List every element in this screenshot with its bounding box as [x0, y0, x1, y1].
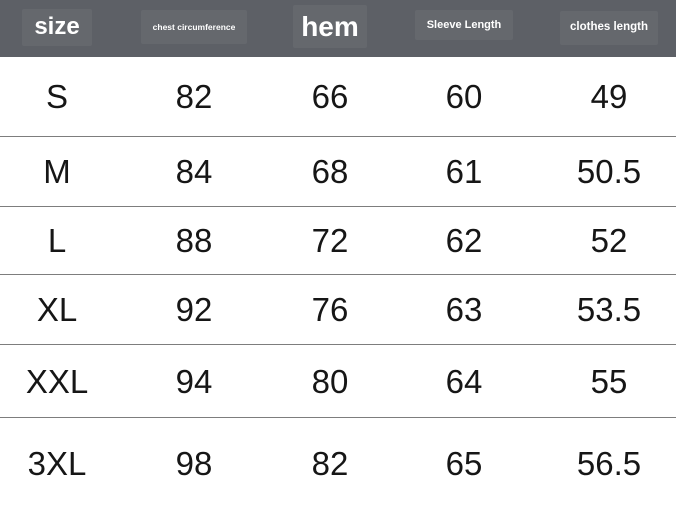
size-label-cell: L: [47, 222, 67, 259]
sleeve-value-cell: 63: [445, 291, 483, 328]
hem-value-cell: 76: [311, 291, 349, 328]
size-label-cell: 3XL: [27, 444, 87, 482]
size-label-cell: S: [45, 78, 68, 115]
header-label-size: size: [22, 8, 92, 46]
header-label-hem: hem: [293, 5, 367, 48]
size-label-cell: M: [43, 153, 71, 190]
chest-value-cell: 82: [175, 78, 213, 115]
hem-value-cell: 82: [311, 444, 349, 482]
header-label-chest-circumference: chest circumference: [140, 10, 248, 44]
header-cell-sleeve-length: Sleeve Length: [386, 10, 542, 47]
hem-value-cell: 66: [311, 78, 349, 115]
header-cell-clothes-length: clothes length: [542, 10, 676, 47]
clothes-length-value-cell: 55: [590, 362, 628, 400]
header-cell-size: size: [0, 8, 114, 49]
sleeve-value-cell: 65: [445, 444, 483, 482]
clothes-length-value-cell: 53.5: [576, 291, 642, 328]
chest-value-cell: 94: [175, 362, 213, 400]
size-chart-header-row: size chest circumference hem Sleeve Leng…: [0, 0, 676, 57]
sleeve-value-cell: 61: [445, 153, 483, 190]
sleeve-value-cell: 64: [445, 362, 483, 400]
chest-value-cell: 84: [175, 153, 213, 190]
table-row-l: L 88 72 62 52: [0, 207, 676, 275]
hem-value-cell: 72: [311, 222, 349, 259]
chest-value-cell: 98: [175, 444, 213, 482]
header-cell-hem: hem: [274, 5, 386, 52]
header-cell-chest-circumference: chest circumference: [114, 10, 274, 47]
sleeve-value-cell: 60: [445, 78, 483, 115]
clothes-length-value-cell: 50.5: [576, 153, 642, 190]
chest-value-cell: 92: [175, 291, 213, 328]
hem-value-cell: 80: [311, 362, 349, 400]
clothes-length-value-cell: 49: [590, 78, 628, 115]
size-label-cell: XL: [36, 291, 78, 328]
hem-value-cell: 68: [311, 153, 349, 190]
header-label-sleeve-length: Sleeve Length: [414, 10, 514, 40]
table-row-m: M 84 68 61 50.5: [0, 137, 676, 207]
clothes-length-value-cell: 56.5: [576, 444, 642, 482]
table-row-xxl: XXL 94 80 64 55: [0, 345, 676, 418]
sleeve-value-cell: 62: [445, 222, 483, 259]
header-label-clothes-length: clothes length: [560, 10, 658, 45]
clothes-length-value-cell: 52: [590, 222, 628, 259]
table-row-xl: XL 92 76 63 53.5: [0, 275, 676, 345]
size-label-cell: XXL: [25, 362, 89, 400]
table-row-3xl: 3XL 98 82 65 56.5: [0, 418, 676, 508]
table-row-s: S 82 66 60 49: [0, 57, 676, 137]
chest-value-cell: 88: [175, 222, 213, 259]
